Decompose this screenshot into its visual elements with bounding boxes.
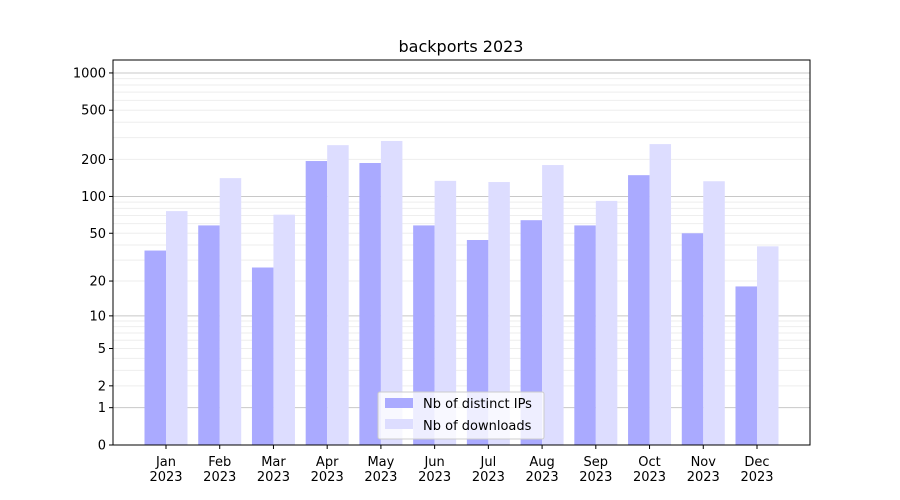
bar-downloads — [595, 200, 618, 445]
x-tick-label-line: 2023 — [364, 470, 397, 485]
x-tick-label: Mar 2023 — [257, 455, 290, 485]
bar-downloads — [219, 178, 242, 445]
x-tick-label-line: 2023 — [472, 470, 505, 485]
x-tick-label-line: Feb — [208, 455, 231, 470]
bar-downloads — [380, 140, 403, 445]
bar-ips — [251, 267, 274, 445]
x-tick-label: Jan 2023 — [149, 455, 182, 485]
x-tick-label: Apr 2023 — [311, 455, 344, 485]
y-tick-label: 1 — [98, 401, 106, 416]
x-tick-label-line: Aug — [529, 455, 554, 470]
y-tick-label: 5 — [98, 342, 106, 357]
y-tick-label: 500 — [81, 104, 106, 119]
x-tick-label-line: Apr — [316, 455, 339, 470]
x-tick-label-line: May — [367, 455, 394, 470]
legend: Nb of distinct IPs Nb of downloads — [377, 391, 545, 440]
x-tick-label-line: Sep — [584, 455, 609, 470]
x-tick-label-line: 2023 — [203, 470, 236, 485]
bar-ips — [735, 286, 757, 445]
x-tick-label-line: Jan — [155, 455, 176, 470]
bar-ips — [198, 225, 220, 445]
x-tick-label: Jul 2023 — [472, 455, 505, 485]
x-tick-label: Feb 2023 — [203, 455, 236, 485]
legend-swatch-ips — [385, 398, 413, 408]
x-tick-label: May 2023 — [364, 455, 397, 485]
plot-frame — [112, 59, 811, 446]
x-tick-label: Oct 2023 — [633, 455, 666, 485]
bars — [144, 140, 779, 446]
y-tick-label: 20 — [89, 275, 106, 290]
x-tick-label-line: Dec — [744, 455, 769, 470]
bar-downloads — [434, 180, 457, 445]
y-tick-label: 1000 — [73, 66, 106, 81]
legend-label-downloads: Nb of downloads — [423, 419, 532, 434]
y-tick-label: 2 — [98, 379, 106, 394]
bar-downloads — [273, 214, 295, 445]
x-tick-label: Aug 2023 — [526, 455, 559, 485]
x-tick-label-line: 2023 — [740, 470, 773, 485]
bar-ips — [574, 225, 596, 445]
x-tick-label: Jun 2023 — [418, 455, 451, 485]
bar-downloads — [488, 182, 510, 445]
chart-title: backports 2023 — [399, 37, 524, 56]
x-tick-label-line: Nov — [691, 455, 717, 470]
bar-ips — [305, 161, 328, 445]
x-tick-label-line: Oct — [638, 455, 660, 470]
bar-downloads — [649, 144, 672, 445]
x-tick-label-line: 2023 — [257, 470, 290, 485]
legend-box — [377, 391, 545, 440]
bar-ips — [144, 250, 166, 445]
x-tick-label-line: Mar — [261, 455, 286, 470]
x-tick-label: Nov 2023 — [687, 455, 720, 485]
bar-downloads — [166, 211, 188, 445]
bar-ips — [520, 220, 543, 445]
x-tick-label-line: 2023 — [633, 470, 666, 485]
legend-swatch-downloads — [385, 419, 413, 429]
bar-ips — [628, 175, 650, 446]
x-tick-label-line: 2023 — [687, 470, 720, 485]
x-tick-label: Sep 2023 — [579, 455, 612, 485]
x-tick-label-line: 2023 — [526, 470, 559, 485]
bar-ips — [681, 233, 704, 445]
bar-ips — [359, 163, 381, 445]
y-tick-label: 200 — [81, 153, 106, 168]
x-tick-label-line: Jul — [480, 455, 497, 470]
x-tick-label-line: 2023 — [579, 470, 612, 485]
x-tick-label-line: 2023 — [418, 470, 451, 485]
bar-downloads — [327, 145, 349, 445]
y-tick-label: 0 — [98, 439, 106, 454]
x-tick-label-line: 2023 — [149, 470, 182, 485]
x-tick-label-line: 2023 — [311, 470, 344, 485]
bar-downloads — [542, 165, 564, 445]
y-tick-label: 10 — [89, 309, 106, 324]
y-axis: 0 1 2 5 10 20 50 100 200 500 1000 — [73, 66, 113, 454]
x-tick-label-line: Jun — [423, 455, 444, 470]
y-tick-label: 100 — [81, 190, 106, 205]
legend-label-ips: Nb of distinct IPs — [423, 397, 532, 412]
bar-downloads — [703, 181, 725, 445]
x-tick-label: Dec 2023 — [740, 455, 773, 485]
bar-ips — [413, 225, 435, 445]
bar-downloads — [757, 246, 779, 445]
y-tick-label: 50 — [89, 227, 106, 242]
